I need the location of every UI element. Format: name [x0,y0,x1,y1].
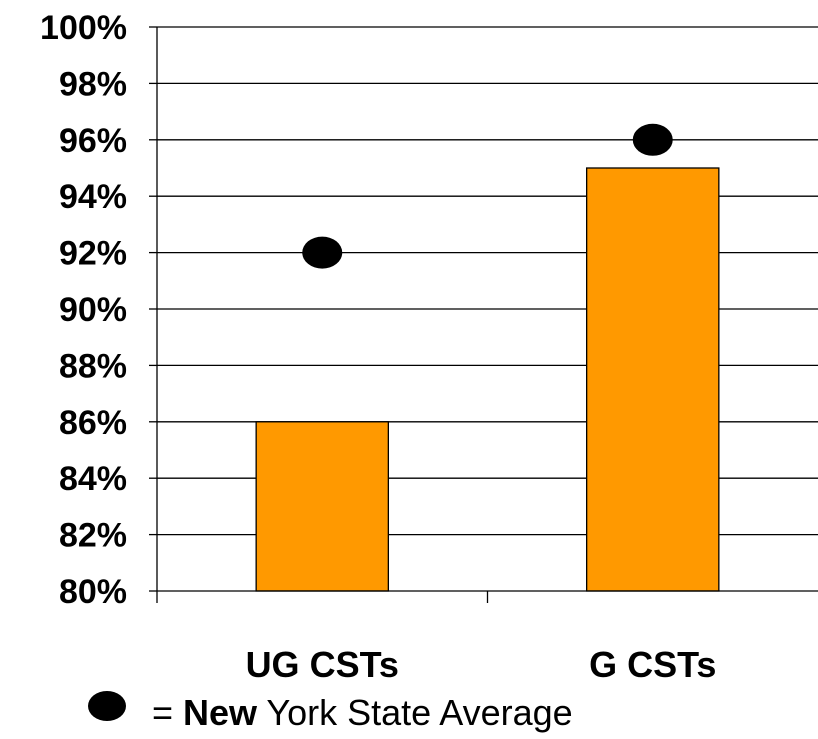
legend: = New York State Average [88,690,573,736]
state-average-marker [632,123,673,156]
x-axis-category-labels: UG CSTs G CSTs [246,644,717,685]
bar [255,421,389,592]
legend-rest: York State Average [257,692,573,733]
bar [586,167,720,592]
y-tick-label: 100% [40,9,127,47]
legend-bold-word: New [183,692,258,733]
y-tick-label: 86% [59,404,127,442]
x-category-label: UG CSTs [246,644,399,685]
y-tick-label: 92% [59,235,127,273]
bar-chart: 80% 82% 84% 86% 88% 90% 92% 94% 96% 98% 100% UG CS… [40,9,818,685]
y-tick-label: 84% [59,460,127,498]
x-category-label: G CSTs [589,644,716,685]
y-tick-label: 88% [59,347,127,385]
axes [149,26,818,603]
bars [255,167,720,592]
y-tick-label: 94% [59,178,127,216]
legend-marker-icon [88,691,126,721]
y-tick-label: 80% [59,573,127,611]
legend-prefix: = [152,692,184,733]
state-average-marker [302,236,343,269]
y-axis-tick-labels: 80% 82% 84% 86% 88% 90% 92% 94% 96% 98% 100% [40,9,127,611]
state-average-markers [302,123,673,269]
y-tick-label: 90% [59,291,127,329]
y-tick-label: 96% [59,122,127,160]
y-tick-label: 82% [59,517,127,555]
legend-label: = New York State Average [152,692,573,734]
y-tick-label: 98% [59,65,127,103]
